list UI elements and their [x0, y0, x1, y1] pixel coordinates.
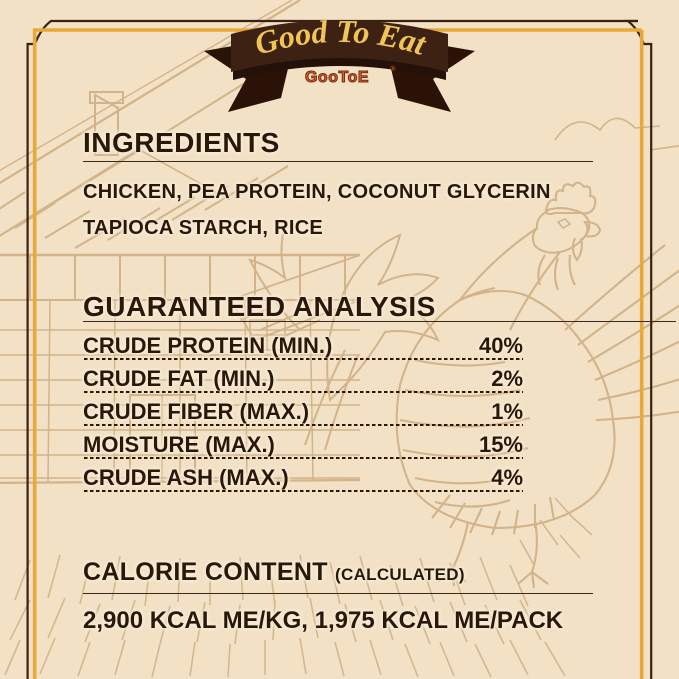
svg-text:®: ® [390, 65, 396, 73]
svg-text:GooToE: GooToE [305, 69, 369, 86]
